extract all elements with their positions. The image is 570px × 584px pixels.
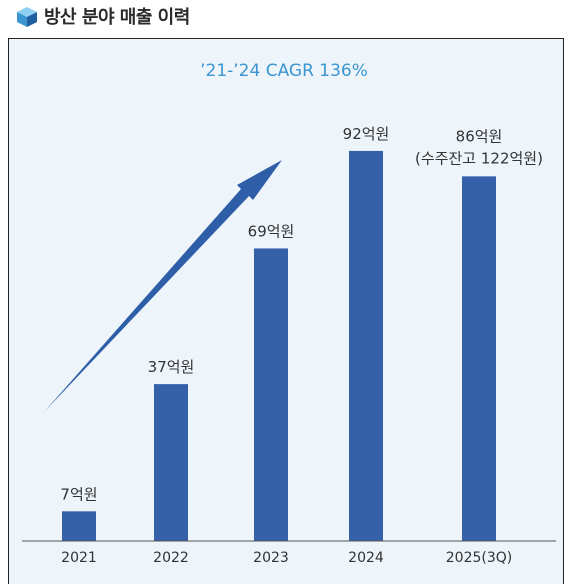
data-label-2024: 92억원 bbox=[343, 125, 390, 143]
bar-2024 bbox=[349, 150, 383, 542]
x-tick-label-2023: 2023 bbox=[253, 550, 289, 566]
section-header: 방산 분야 매출 이력 bbox=[14, 2, 190, 30]
chart-title: ’21-’24 CAGR 136% bbox=[200, 61, 368, 81]
data-label-2022: 37억원 bbox=[148, 358, 195, 376]
x-tick-label-2025(3Q): 2025(3Q) bbox=[446, 550, 512, 566]
x-tick-label-2022: 2022 bbox=[153, 550, 189, 566]
growth-trend-arrow bbox=[44, 160, 282, 412]
bar-2023 bbox=[254, 248, 288, 541]
bar-2022 bbox=[154, 384, 188, 541]
data-label-2023: 69억원 bbox=[248, 222, 295, 240]
bar-2021 bbox=[62, 511, 96, 541]
data-label-2021: 7억원 bbox=[60, 485, 97, 503]
stacked-cube-icon bbox=[17, 7, 37, 27]
data-label-2025(3Q): 86억원 bbox=[456, 127, 503, 145]
x-tick-label-2024: 2024 bbox=[348, 550, 384, 566]
x-tick-label-2021: 2021 bbox=[61, 550, 97, 566]
section-title: 방산 분야 매출 이력 bbox=[44, 7, 190, 28]
bar-2025(3Q) bbox=[462, 176, 496, 542]
order-backlog-label: (수주잔고 122억원) bbox=[415, 149, 543, 167]
